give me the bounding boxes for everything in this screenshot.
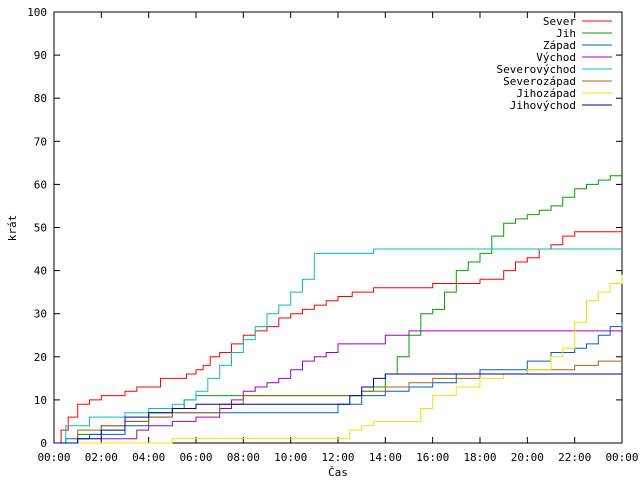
legend-label: Západ xyxy=(543,39,576,52)
y-tick-label: 10 xyxy=(34,394,47,407)
y-tick-label: 20 xyxy=(34,351,47,364)
y-tick-label: 30 xyxy=(34,308,47,321)
x-axis: 00:00 02:00 04:00 06:00 08:00 10:00 12:00 14:00… xyxy=(37,12,639,464)
y-tick-label: 0 xyxy=(40,437,47,450)
y-tick-label: 80 xyxy=(34,92,47,105)
legend-label: Jih xyxy=(556,27,576,40)
x-tick-label: 00:00 xyxy=(605,451,638,464)
y-tick-label: 90 xyxy=(34,49,47,62)
y-tick-label: 70 xyxy=(34,135,47,148)
series-line-4 xyxy=(54,248,622,444)
series-layer xyxy=(54,175,623,444)
y-tick-label: 50 xyxy=(34,222,47,235)
series-line-0 xyxy=(54,231,622,444)
legend: SeverJihZápadVýchodSeverovýchodSeverozáp… xyxy=(497,15,612,112)
series-line-1 xyxy=(54,175,622,444)
legend-label: Jihovýchod xyxy=(510,99,576,112)
x-tick-label: 00:00 xyxy=(37,451,70,464)
x-tick-label: 22:00 xyxy=(558,451,591,464)
legend-label: Severozápad xyxy=(503,75,576,88)
x-axis-label: Čas xyxy=(328,466,348,479)
x-tick-label: 02:00 xyxy=(85,451,118,464)
series-line-7 xyxy=(54,373,622,444)
y-axis-label: krát xyxy=(6,215,19,242)
x-tick-label: 14:00 xyxy=(369,451,402,464)
series-line-2 xyxy=(54,322,623,444)
y-tick-label: 60 xyxy=(34,178,47,191)
series-line-5 xyxy=(54,360,622,444)
y-tick-label: 40 xyxy=(34,265,47,278)
x-tick-label: 20:00 xyxy=(511,451,544,464)
legend-label: Jihozápad xyxy=(516,87,576,100)
x-tick-label: 12:00 xyxy=(321,451,354,464)
legend-label: Severovýchod xyxy=(497,63,576,76)
legend-label: Sever xyxy=(543,15,576,28)
series-line-3 xyxy=(54,330,622,444)
x-tick-label: 18:00 xyxy=(463,451,496,464)
series-line-6 xyxy=(54,274,623,444)
x-tick-label: 06:00 xyxy=(179,451,212,464)
y-tick-label: 100 xyxy=(27,6,47,19)
y-axis: 0 10 20 30 40 50 60 70 80 90 100 xyxy=(27,6,622,450)
legend-label: Východ xyxy=(536,51,576,64)
x-tick-label: 16:00 xyxy=(416,451,449,464)
x-tick-label: 04:00 xyxy=(132,451,165,464)
x-tick-label: 08:00 xyxy=(227,451,260,464)
x-tick-label: 10:00 xyxy=(274,451,307,464)
